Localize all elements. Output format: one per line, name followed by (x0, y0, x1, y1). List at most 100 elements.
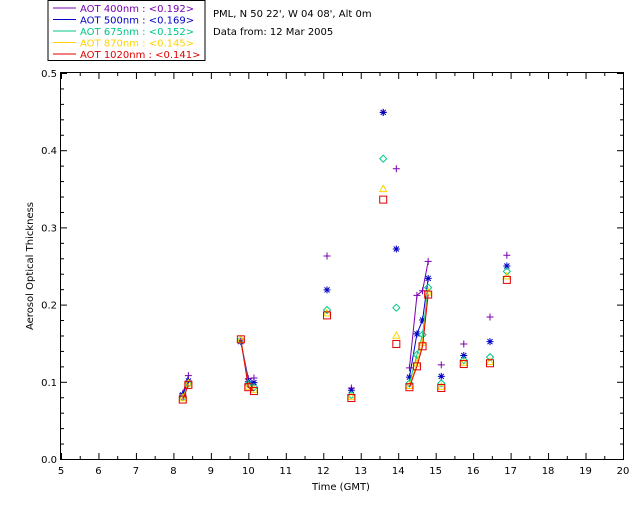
series-line (422, 294, 429, 347)
data-point (392, 245, 400, 253)
data-point (322, 305, 332, 315)
data-point (178, 393, 188, 402)
y-tick-label: 0.3 (41, 223, 57, 234)
data-point (437, 383, 446, 392)
data-point (250, 379, 258, 387)
x-tick-label: 17 (504, 466, 517, 477)
data-point (424, 274, 432, 282)
data-point (424, 257, 432, 265)
series-layer (178, 108, 512, 404)
data-point (460, 352, 468, 360)
data-point (503, 262, 511, 270)
data-point (323, 311, 332, 320)
data-point (419, 316, 427, 324)
data-point (391, 330, 401, 339)
data-point (502, 271, 512, 280)
legend-entry: AOT 675nm : <0.152> (80, 27, 194, 38)
data-point (249, 387, 258, 396)
data-point (236, 335, 245, 344)
data-point (503, 251, 511, 259)
y-axis: 0.0 0.1 0.2 0.3 0.4 0.5 (41, 69, 623, 466)
data-point (424, 290, 433, 299)
legend-entry: AOT 1020nm : <0.141> (80, 50, 200, 61)
x-tick-label: 5 (58, 466, 64, 477)
date-label: Data from: 12 Mar 2005 (213, 27, 333, 38)
y-axis-label: Aerosol Optical Thickness (25, 202, 36, 330)
legend-box (47, 0, 206, 61)
data-point (392, 339, 401, 348)
legend-entry: AOT 870nm : <0.145> (80, 39, 194, 50)
series-line (408, 363, 418, 386)
series-line (416, 290, 423, 296)
series-line (408, 295, 418, 368)
series-1 (179, 108, 511, 397)
x-tick-label: 6 (95, 466, 101, 477)
data-point (379, 108, 387, 116)
x-tick-label: 11 (279, 466, 292, 477)
data-point (379, 154, 388, 163)
series-4 (178, 184, 512, 402)
x-tick-label: 7 (133, 466, 139, 477)
data-point (405, 364, 413, 372)
data-point (437, 361, 445, 369)
series-5 (178, 195, 511, 404)
data-point (485, 352, 495, 362)
data-point (379, 195, 388, 204)
legend-entry: AOT 500nm : <0.169> (80, 16, 194, 27)
series-2 (179, 108, 511, 399)
data-point (405, 381, 414, 389)
data-point (184, 379, 193, 388)
x-tick-label: 12 (317, 466, 330, 477)
data-point (459, 360, 468, 369)
x-tick-label: 9 (208, 466, 214, 477)
data-point (502, 275, 511, 284)
x-tick-label: 16 (467, 466, 480, 477)
data-point (413, 291, 421, 299)
data-point (243, 381, 253, 390)
data-point (459, 355, 468, 365)
x-tick-label: 19 (579, 466, 592, 477)
x-tick-label: 13 (354, 466, 367, 477)
data-point (322, 308, 332, 317)
data-point (459, 357, 469, 366)
x-tick-label: 18 (542, 466, 555, 477)
data-point (436, 381, 446, 390)
data-point (378, 184, 388, 193)
data-point (347, 394, 356, 403)
x-tick-label: 10 (242, 466, 255, 477)
data-point (485, 359, 494, 368)
data-point (323, 252, 331, 260)
data-point (392, 303, 401, 312)
data-point (412, 362, 421, 371)
y-tick-label: 0.2 (41, 301, 57, 312)
station-label: PML, N 50 22', W 04 08', Alt 0m (213, 9, 372, 20)
x-axis-label: Time (GMT) (311, 482, 370, 493)
data-point (486, 313, 494, 321)
series-line (416, 319, 424, 335)
data-point (486, 338, 494, 346)
x-tick-label: 15 (429, 466, 442, 477)
series-line (240, 339, 249, 388)
series-line (422, 261, 429, 291)
data-point (460, 340, 468, 348)
plot-frame (60, 72, 624, 460)
x-tick-label: 8 (170, 466, 176, 477)
data-point (405, 383, 414, 392)
data-point (413, 330, 421, 338)
x-axis: 5 6 7 8 9 10 11 12 13 14 15 16 17 18 19 20 (58, 73, 629, 477)
data-point (392, 165, 400, 173)
data-point (347, 390, 356, 400)
series-line (182, 384, 189, 400)
data-point (437, 379, 446, 388)
legend: AOT 400nm : <0.192>AOT 500nm : <0.169>AO… (47, 0, 206, 61)
data-point (236, 335, 246, 345)
data-point (502, 267, 512, 276)
legend-entry: AOT 400nm : <0.192> (80, 4, 194, 15)
data-point (347, 391, 356, 400)
y-tick-label: 0.4 (41, 146, 57, 157)
series-line (416, 342, 424, 364)
data-point (418, 342, 427, 351)
data-point (178, 395, 187, 404)
data-point (347, 386, 355, 394)
